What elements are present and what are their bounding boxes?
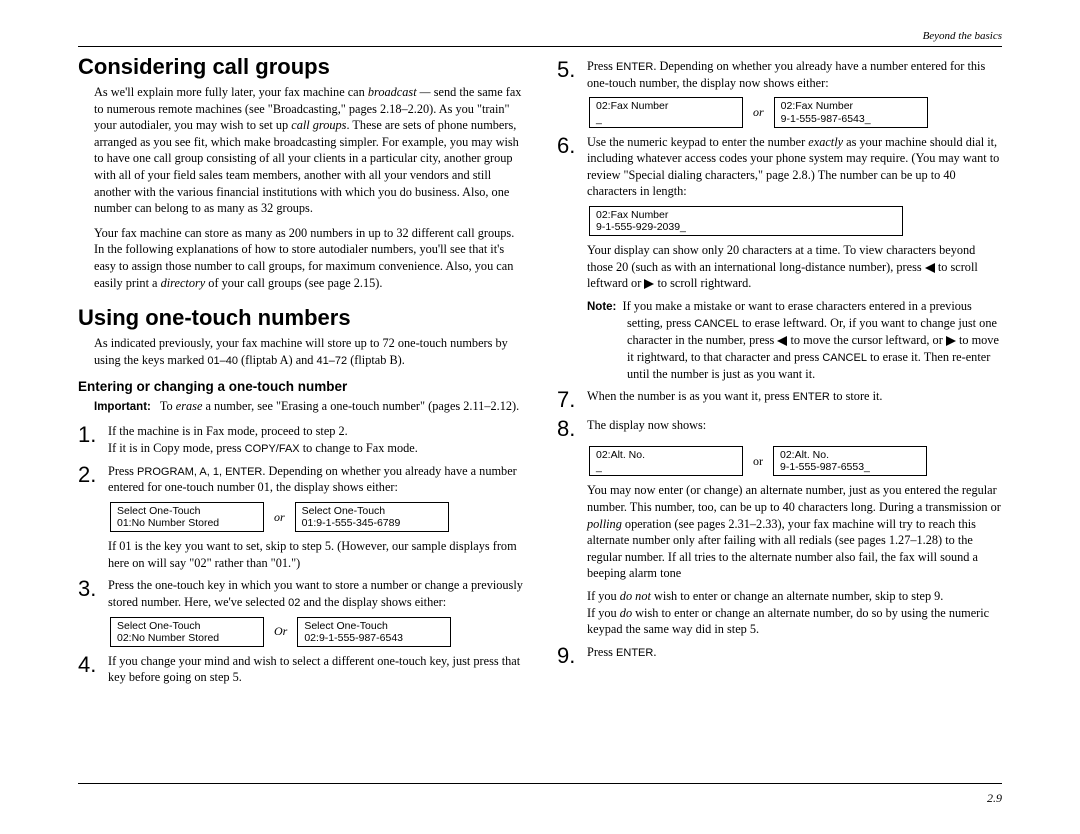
step-6-note: Note: If you make a mistake or want to e… [557,298,1002,382]
lcd-row-5: 02:Fax Number _ or 02:Fax Number 9-1-555… [589,97,1002,127]
step-2: 2. Press PROGRAM, A, 1, ENTER. Depending… [78,463,523,496]
step-6-cont: Your display can show only 20 characters… [557,242,1002,292]
right-arrow-icon [644,279,654,289]
subheading-entering: Entering or changing a one-touch number [78,379,523,394]
left-arrow-icon [777,336,787,346]
lcd-display: Select One-Touch 02:No Number Stored [110,617,264,647]
lcd-display: 02:Alt. No. 9-1-555-987-6553_ [773,446,927,476]
step-number: 9. [557,645,587,667]
step-8-skip: If you do not wish to enter or change an… [557,588,1002,638]
lcd-row-3: Select One-Touch 02:No Number Stored Or … [110,617,523,647]
step-number: 2. [78,464,108,486]
para-one-touch-intro: As indicated previously, your fax machin… [94,335,523,368]
step-3: 3. Press the one-touch key in which you … [78,577,523,610]
step-5: 5. Press ENTER. Depending on whether you… [557,58,1002,91]
heading-call-groups: Considering call groups [78,54,523,80]
right-column: 5. Press ENTER. Depending on whether you… [557,54,1002,692]
lcd-row-6: 02:Fax Number 9-1-555-929-2039_ [589,206,1002,236]
step-number: 6. [557,135,587,157]
lcd-display: 02:Fax Number _ [589,97,743,127]
step-number: 1. [78,424,108,446]
right-arrow-icon [946,336,956,346]
footer-rule [78,783,1002,784]
step-2-cont: If 01 is the key you want to set, skip t… [78,538,523,571]
left-column: Considering call groups As we'll explain… [78,54,523,692]
step-number: 5. [557,59,587,81]
step-7: 7. When the number is as you want it, pr… [557,388,1002,411]
lcd-row-8: 02:Alt. No. _ or 02:Alt. No. 9-1-555-987… [589,446,1002,476]
step-4: 4. If you change your mind and wish to s… [78,653,523,686]
step-number: 4. [78,654,108,676]
step-number: 8. [557,418,587,440]
important-note: Important: To erase a number, see "Erasi… [94,398,523,416]
lcd-display: Select One-Touch 01:9-1-555-345-6789 [295,502,449,532]
header-rule [78,46,1002,47]
lcd-display: Select One-Touch 02:9-1-555-987-6543 [297,617,451,647]
para-broadcast: As we'll explain more fully later, your … [94,84,523,217]
left-arrow-icon [925,263,935,273]
step-number: 7. [557,389,587,411]
lcd-display: Select One-Touch 01:No Number Stored [110,502,264,532]
step-8-cont: You may now enter (or change) an alterna… [557,482,1002,582]
step-8: 8. The display now shows: [557,417,1002,440]
lcd-display: 02:Fax Number 9-1-555-929-2039_ [589,206,903,236]
step-9: 9. Press ENTER. [557,644,1002,667]
step-1: 1. If the machine is in Fax mode, procee… [78,423,523,456]
para-store-numbers: Your fax machine can store as many as 20… [94,225,523,291]
manual-page: Beyond the basics Considering call group… [0,0,1080,834]
heading-one-touch: Using one-touch numbers [78,305,523,331]
running-header: Beyond the basics [923,30,1002,42]
lcd-row-2: Select One-Touch 01:No Number Stored or … [110,502,523,532]
page-number: 2.9 [987,791,1002,806]
step-6: 6. Use the numeric keypad to enter the n… [557,134,1002,200]
lcd-display: 02:Alt. No. _ [589,446,743,476]
lcd-display: 02:Fax Number 9-1-555-987-6543_ [774,97,928,127]
two-column-layout: Considering call groups As we'll explain… [78,54,1002,692]
step-number: 3. [78,578,108,600]
